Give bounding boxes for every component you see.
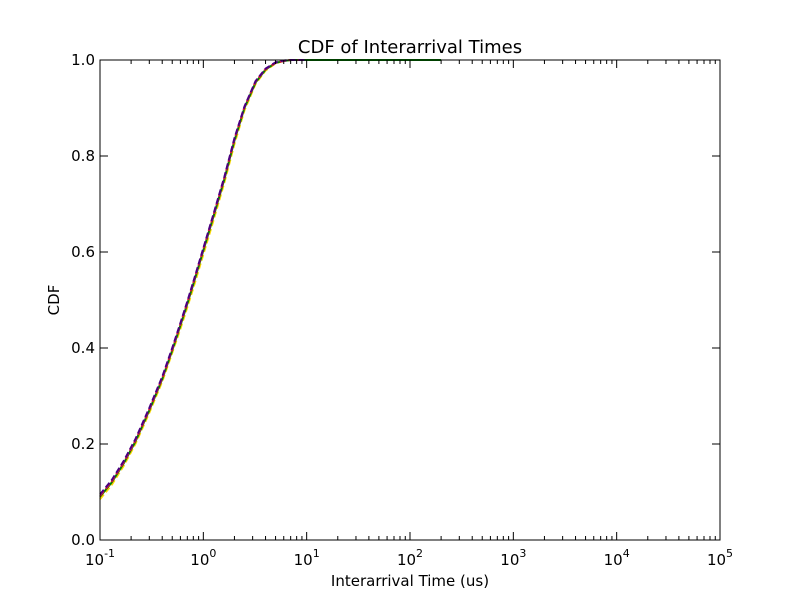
ticks-layer: 10-1 100 101 102 103 104 105 0.0 0.2 0.4 0.6 0.8 1.0 — [71, 51, 733, 569]
x-axis-title: Interarrival Time (us) — [331, 572, 489, 590]
series-layer — [99, 59, 442, 500]
y-tick-label: 0.2 — [71, 435, 95, 453]
x-tick-label: 101 — [294, 547, 320, 569]
series-line-0 — [99, 59, 307, 500]
y-tick-label: 0.8 — [71, 147, 95, 165]
x-tick-label: 102 — [397, 547, 423, 569]
series-line-1 — [99, 59, 442, 498]
y-tick-label: 1.0 — [71, 51, 95, 69]
x-tick-label: 105 — [707, 547, 733, 569]
y-tick-label: 0.6 — [71, 243, 95, 261]
chart-title: CDF of Interarrival Times — [298, 37, 522, 58]
y-axis-title: CDF — [45, 285, 63, 316]
y-tick-label: 0.0 — [71, 531, 95, 549]
series-line-2 — [99, 59, 307, 497]
plot-frame — [99, 59, 721, 541]
x-tick-label: 100 — [190, 547, 216, 569]
x-tick-label: 10-1 — [85, 547, 115, 569]
x-tick-label: 103 — [500, 547, 526, 569]
x-tick-label: 104 — [604, 547, 630, 569]
series-line-3 — [99, 59, 307, 496]
y-tick-label: 0.4 — [71, 339, 95, 357]
